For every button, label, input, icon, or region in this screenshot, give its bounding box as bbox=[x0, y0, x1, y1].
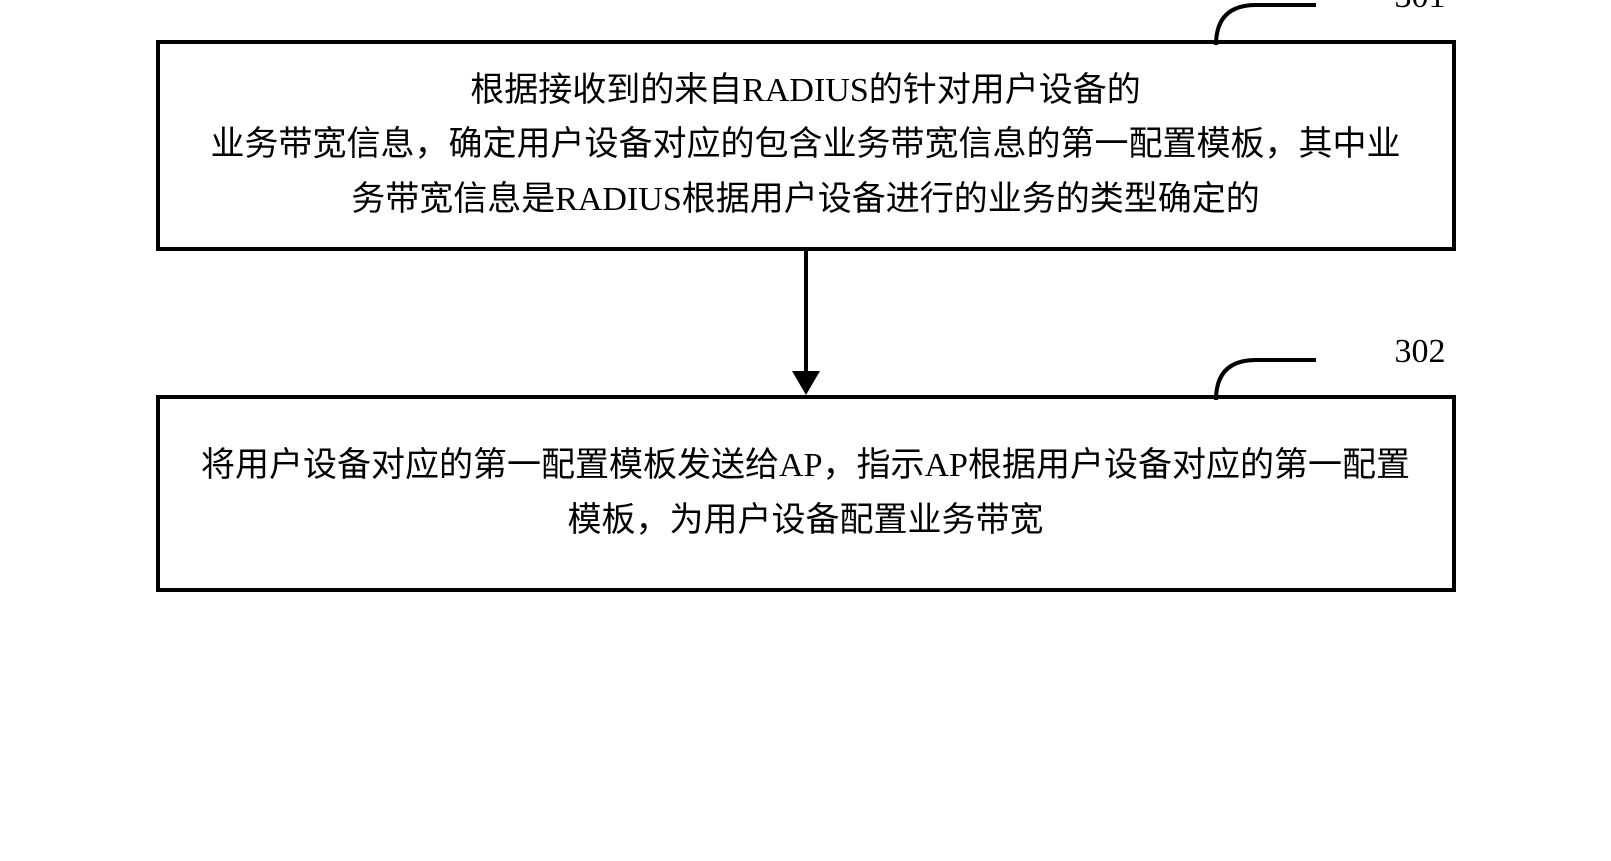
flowchart-node-302: 将用户设备对应的第一配置模板发送给AP，指示AP根据用户设备对应的第一配置模板，… bbox=[156, 395, 1456, 592]
node-text-301: 根据接收到的来自RADIUS的针对用户设备的 业务带宽信息，确定用户设备对应的包… bbox=[200, 64, 1412, 227]
node-wrapper-301: 301 根据接收到的来自RADIUS的针对用户设备的 业务带宽信息，确定用户设备… bbox=[106, 40, 1506, 251]
node-label-301: 301 bbox=[1395, 0, 1446, 16]
callout-curve-302 bbox=[1206, 340, 1386, 420]
flowchart-container: 301 根据接收到的来自RADIUS的针对用户设备的 业务带宽信息，确定用户设备… bbox=[106, 40, 1506, 592]
arrow-line bbox=[804, 251, 808, 371]
node-wrapper-302: 302 将用户设备对应的第一配置模板发送给AP，指示AP根据用户设备对应的第一配… bbox=[106, 395, 1506, 592]
node-label-302: 302 bbox=[1395, 333, 1446, 371]
callout-curve-301 bbox=[1206, 0, 1386, 65]
arrow-head-icon bbox=[792, 371, 820, 395]
flowchart-node-301: 根据接收到的来自RADIUS的针对用户设备的 业务带宽信息，确定用户设备对应的包… bbox=[156, 40, 1456, 251]
node-text-302: 将用户设备对应的第一配置模板发送给AP，指示AP根据用户设备对应的第一配置模板，… bbox=[200, 439, 1412, 548]
edge-301-302 bbox=[792, 251, 820, 395]
